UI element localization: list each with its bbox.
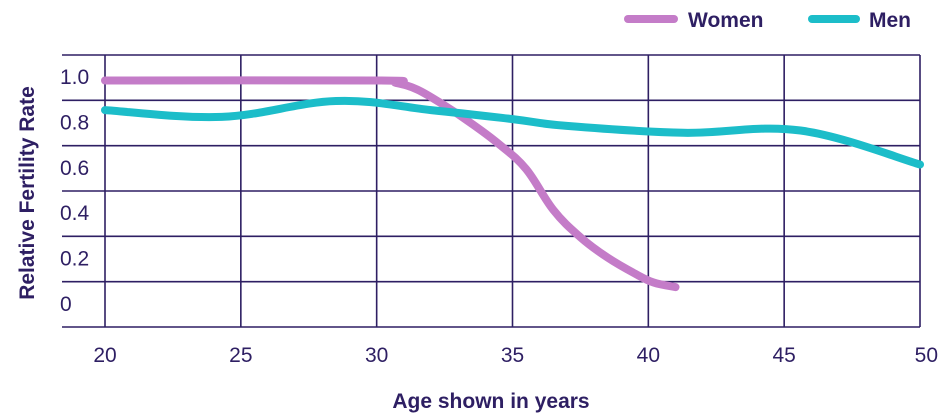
x-tick-label: 20: [93, 344, 116, 367]
grid: [62, 54, 921, 328]
x-tick-label: 25: [229, 344, 252, 367]
y-tick-label: 0.6: [60, 157, 89, 180]
x-axis-title: Age shown in years: [392, 390, 589, 413]
series-line-women: [101, 76, 680, 292]
x-tick-label: 50: [915, 344, 938, 367]
series-layer: [101, 76, 924, 292]
y-tick-label: 1.0: [60, 66, 89, 89]
y-tick-label: 0.8: [60, 111, 89, 134]
legend-label-women: Women: [688, 9, 763, 32]
y-tick-label: 0.2: [60, 248, 89, 271]
y-tick-label: 0.4: [60, 202, 90, 225]
x-tick-label: 45: [772, 344, 795, 367]
x-axis-ticks: 20 25 30 35 40 45 50: [93, 344, 938, 367]
legend: Women Men: [624, 9, 911, 32]
legend-label-men: Men: [869, 9, 911, 32]
x-tick-label: 35: [501, 344, 524, 367]
x-tick-label: 30: [365, 344, 388, 367]
y-axis-ticks: 0 0.2 0.4 0.6 0.8 1.0: [60, 66, 90, 316]
y-tick-label: 0: [60, 293, 72, 316]
series-line-men: [101, 96, 924, 169]
y-axis-title: Relative Fertility Rate: [16, 86, 39, 300]
x-tick-label: 40: [637, 344, 660, 367]
